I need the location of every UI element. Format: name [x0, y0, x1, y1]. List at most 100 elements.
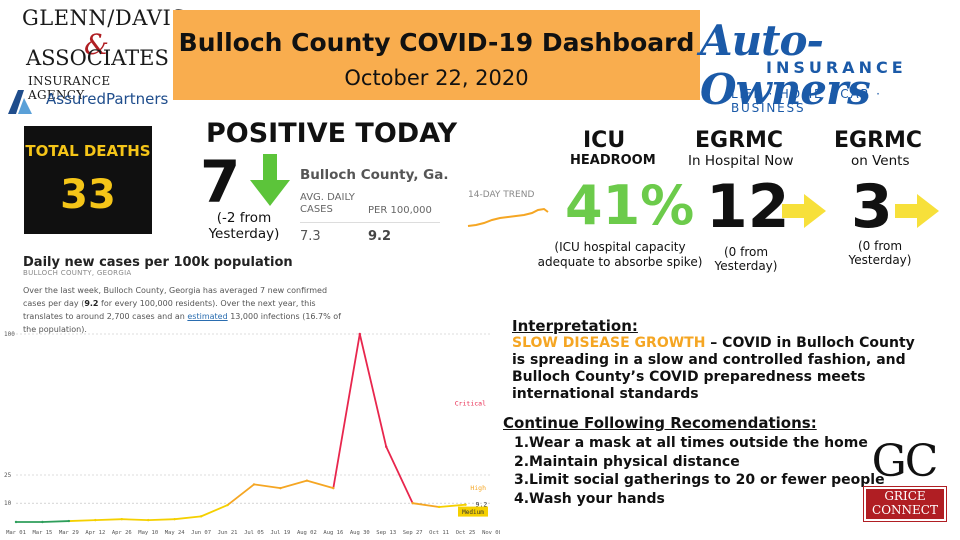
divider	[300, 222, 440, 223]
data-point	[14, 520, 18, 524]
series-segment	[41, 520, 70, 523]
series-segment	[385, 445, 414, 505]
logo-line: GLENN/DAVIS	[22, 6, 187, 30]
data-point	[411, 502, 414, 505]
glenn-davis-logo: GLENN/DAVIS & ASSOCIATES INSURANCE AGENC…	[6, 6, 186, 114]
icu-heading: ICU	[583, 128, 626, 153]
desc-text: for every 100,000 residents). Over the n…	[23, 299, 316, 321]
x-tick-label: Jun 07	[191, 530, 211, 536]
x-tick-label: Aug 30	[350, 530, 370, 536]
daily-cases-chart: 10 25 100 Mar 01 Mar 15 Mar 29 Apr 12 Apr 26 May…	[4, 331, 500, 536]
series-segment	[200, 504, 229, 518]
gc-line: CONNECT	[872, 503, 938, 517]
chart-subtitle: BULLOCH COUNTY, GEORGIA	[23, 269, 132, 277]
title-banner: Bulloch County COVID-19 Dashboard Octobe…	[173, 10, 700, 100]
list-item: 4.Wash your hands	[514, 490, 665, 507]
current-value-label: 9.2	[476, 501, 488, 509]
series-segment	[226, 483, 255, 506]
assured-partners-icon	[8, 90, 32, 114]
recommendations-heading: Continue Following Recomendations:	[503, 414, 817, 432]
series-segment	[120, 518, 150, 522]
auto-owners-insurance: INSURANCE	[766, 58, 907, 77]
auto-owners-tagline: LIFE · HOME · CAR · BUSINESS	[731, 87, 882, 115]
data-point	[305, 479, 309, 482]
y-tick-label: 10	[4, 500, 12, 507]
arrow-right-icon	[782, 194, 826, 228]
chart-title: Daily new cases per 100k population	[23, 255, 293, 270]
series-segment	[173, 515, 203, 521]
arrow-down-icon	[250, 154, 290, 206]
logo-line: ASSOCIATES	[26, 46, 169, 70]
series-segment	[305, 479, 335, 490]
threshold-badge	[458, 506, 488, 517]
interpretation-body: SLOW DISEASE GROWTH – COVID in Bulloch C…	[512, 335, 932, 403]
total-deaths-card: TOTAL DEATHS 33	[24, 126, 152, 234]
estimated-link[interactable]: estimated	[187, 312, 228, 321]
series-segment	[411, 502, 441, 508]
series-segment	[358, 333, 388, 448]
data-point	[385, 445, 388, 448]
data-point	[279, 486, 282, 490]
egrmc-vents-value: 3	[851, 172, 893, 242]
data-point	[67, 519, 71, 523]
data-point	[332, 486, 335, 490]
avg-daily-cases-label: AVG. DAILY CASES	[300, 192, 355, 215]
interpretation-text: – COVID in Bulloch County is spreading i…	[512, 335, 915, 402]
x-tick-label: Sep 27	[403, 530, 423, 536]
logo-ampersand: &	[84, 28, 109, 61]
logo-line: INSURANCE AGENCY	[28, 74, 111, 102]
data-point	[199, 515, 203, 518]
desc-bold: 9.2	[84, 299, 99, 308]
series-segment	[67, 519, 97, 522]
y-tick-label: 100	[4, 331, 15, 338]
gc-box: GRICE CONNECT	[863, 486, 947, 522]
data-point	[41, 520, 44, 524]
x-tick-label: Jul 19	[271, 530, 291, 536]
per-100k-label: PER 100,000	[368, 205, 432, 216]
grice-connect-logo: GC GRICE CONNECT	[862, 436, 947, 522]
x-tick-label: Oct 11	[429, 530, 449, 536]
series-segment	[438, 503, 467, 508]
per-100k-value: 9.2	[368, 229, 392, 244]
x-tick-label: Mar 15	[33, 530, 53, 536]
interpretation-highlight: SLOW DISEASE GROWTH	[512, 335, 706, 351]
x-tick-label: Mar 01	[6, 530, 26, 536]
series-segment	[94, 518, 123, 522]
x-tick-label: Nov 08	[482, 530, 500, 536]
list-item: 2.Maintain physical distance	[514, 453, 740, 470]
icu-value: 41%	[565, 174, 695, 237]
series-segment	[279, 479, 308, 490]
egrmc-hospital-subheading: In Hospital Now	[688, 153, 794, 169]
avg-daily-cases-value: 7.3	[300, 229, 321, 244]
data-point	[358, 332, 361, 336]
data-point	[120, 517, 123, 521]
threshold-label: Critical	[455, 399, 486, 407]
data-point	[173, 517, 176, 521]
x-tick-label: May 10	[138, 530, 158, 536]
interpretation-heading: Interpretation:	[512, 317, 638, 335]
positive-today-change: (-2 from Yesterday)	[208, 210, 280, 242]
desc-text: 13,000 infections (16.7% of the populati…	[23, 312, 341, 334]
page-title: Bulloch County COVID-19 Dashboard	[178, 28, 695, 57]
x-tick-label: Aug 16	[323, 530, 343, 536]
data-point	[147, 518, 150, 522]
gc-line: GRICE	[884, 489, 926, 503]
x-tick-label: Apr 26	[112, 530, 132, 536]
series-segment	[147, 518, 176, 522]
list-item: 1.Wear a mask at all times outside the h…	[514, 435, 868, 451]
arrow-right-icon	[895, 194, 939, 228]
positive-today-value: 7	[200, 148, 241, 216]
threshold-label: Medium	[462, 509, 484, 516]
egrmc-vents-note: (0 from Yesterday)	[848, 239, 912, 267]
trend-label: 14-DAY TREND	[468, 190, 535, 200]
total-deaths-value: 33	[60, 172, 116, 218]
data-point	[464, 503, 467, 506]
total-deaths-label: TOTAL DEATHS	[25, 142, 151, 160]
egrmc-vents-subheading: on Vents	[851, 153, 910, 169]
data-point	[437, 505, 441, 509]
logo-line: AssuredPartners	[46, 90, 169, 108]
egrmc-hospital-note: (0 from Yesterday)	[714, 245, 778, 273]
x-tick-label: Apr 12	[85, 530, 105, 536]
chart-description: Over the last week, Bulloch County, Geor…	[23, 284, 343, 336]
egrmc-vents-heading: EGRMC	[834, 128, 923, 153]
